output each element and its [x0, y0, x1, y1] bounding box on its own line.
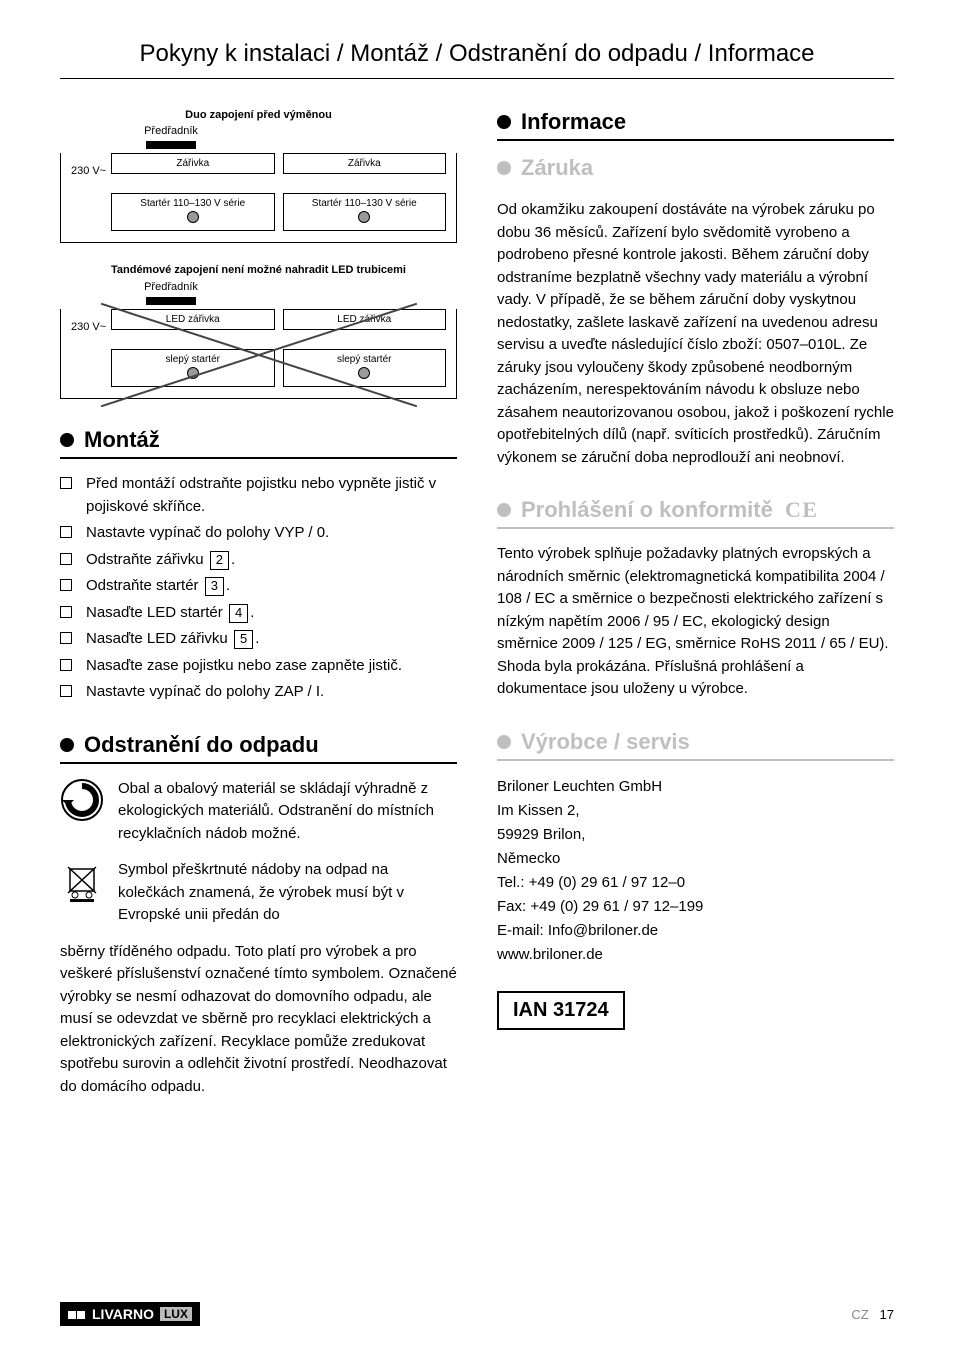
list-item: Nastavte vypínač do polohy VYP / 0. [60, 522, 457, 545]
page-title: Pokyny k instalaci / Montáž / Odstranění… [60, 40, 894, 79]
konformita-heading: Prohlášení o konformitě C E [521, 497, 815, 523]
predradnik-bar-2 [146, 297, 196, 305]
diagram-tandem-title: Tandémové zapojení není možné nahradit L… [60, 263, 457, 277]
vyrobce-heading: Výrobce / servis [521, 729, 690, 755]
diagram-duo-title: Duo zapojení před výměnou [60, 109, 457, 121]
predradnik-bar [146, 141, 196, 149]
bullet-icon [60, 738, 74, 752]
informace-heading: Informace [521, 109, 626, 135]
section-zaruka: Záruka [497, 155, 894, 185]
section-informace: Informace [497, 109, 894, 141]
section-konformita: Prohlášení o konformitě C E [497, 497, 894, 529]
starter-dot-icon [187, 367, 199, 379]
page-number: CZ 17 [851, 1307, 894, 1322]
starter-dot-icon [358, 211, 370, 223]
recycle-icon [60, 778, 104, 822]
zaruka-text: Od okamžiku zakoupení dostáváte na výrob… [497, 199, 894, 469]
brand-name-2: LUX [160, 1307, 192, 1321]
circuit-tandem: Předřadník 230 V~ LED zářivka LED zářivk… [60, 309, 457, 399]
starter-label-2: Startér 110–130 V série [312, 198, 417, 209]
odpad-p3: sběrny tříděného odpadu. Toto platí pro … [60, 941, 457, 1099]
cell-led-1: LED zářivka [111, 309, 275, 330]
konformita-text: Tento výrobek splňuje požadavky platných… [497, 543, 894, 701]
brand-name-1: LIVARNO [92, 1306, 154, 1322]
cell-starter-2: Startér 110–130 V série [283, 193, 447, 231]
cell-zarivka-2: Zářivka [283, 153, 447, 174]
voltage-label-2: 230 V~ [71, 321, 106, 333]
cell-led-2: LED zářivka [283, 309, 447, 330]
weee-bin-icon [60, 859, 104, 903]
page-footer: LIVARNO LUX CZ 17 [60, 1302, 894, 1326]
cell-slepy-1: slepý startér [111, 349, 275, 387]
slepy-label-1: slepý startér [166, 354, 220, 365]
list-item: Odstraňte startér 3. [60, 575, 457, 598]
weee-block: Symbol přeškrtnuté nádoby na odpad na ko… [60, 859, 457, 927]
cell-zarivka-1: Zářivka [111, 153, 275, 174]
brand-logo: LIVARNO LUX [60, 1302, 200, 1326]
odpad-p2: Symbol přeškrtnuté nádoby na odpad na ko… [118, 859, 457, 927]
odpad-p1: Obal a obalový materiál se skládají výhr… [118, 778, 457, 846]
cell-starter-1: Startér 110–130 V série [111, 193, 275, 231]
right-column: Informace Záruka Od okamžiku zakoupení d… [497, 109, 894, 1112]
list-item: Odstraňte zářivku 2. [60, 549, 457, 572]
starter-label-1: Startér 110–130 V série [140, 198, 245, 209]
bullet-icon [60, 433, 74, 447]
list-item: Nasaďte LED zářivku 5. [60, 628, 457, 651]
bullet-icon [497, 115, 511, 129]
section-vyrobce: Výrobce / servis [497, 729, 894, 761]
predradnik-label-2: Předřadník [131, 281, 211, 293]
zaruka-heading: Záruka [521, 155, 593, 181]
ian-box: IAN 31724 [497, 991, 625, 1030]
bullet-icon [497, 735, 511, 749]
starter-dot-icon [187, 211, 199, 223]
vyrobce-lines: Briloner Leuchten GmbH Im Kissen 2, 5992… [497, 775, 894, 967]
circuit-duo: Předřadník 230 V~ Zářivka Zářivka Starté… [60, 153, 457, 243]
list-item: Nasaďte LED startér 4. [60, 602, 457, 625]
list-item: Nasaďte zase pojistku nebo zase zapněte … [60, 655, 457, 678]
slepy-label-2: slepý startér [337, 354, 391, 365]
section-odpad: Odstranění do odpadu [60, 732, 457, 764]
left-column: Duo zapojení před výměnou Předřadník 230… [60, 109, 457, 1112]
montaz-list: Před montáží odstraňte pojistku nebo vyp… [60, 473, 457, 704]
section-montaz: Montáž [60, 427, 457, 459]
voltage-label: 230 V~ [71, 165, 106, 177]
bullet-icon [497, 161, 511, 175]
recycle-block: Obal a obalový materiál se skládají výhr… [60, 778, 457, 846]
list-item: Před montáží odstraňte pojistku nebo vyp… [60, 473, 457, 518]
ce-mark-icon: C E [785, 497, 815, 522]
cell-slepy-2: slepý startér [283, 349, 447, 387]
list-item: Nastavte vypínač do polohy ZAP / I. [60, 681, 457, 704]
starter-dot-icon [358, 367, 370, 379]
predradnik-label: Předřadník [131, 125, 211, 137]
bullet-icon [497, 503, 511, 517]
odpad-heading: Odstranění do odpadu [84, 732, 319, 758]
montaz-heading: Montáž [84, 427, 160, 453]
